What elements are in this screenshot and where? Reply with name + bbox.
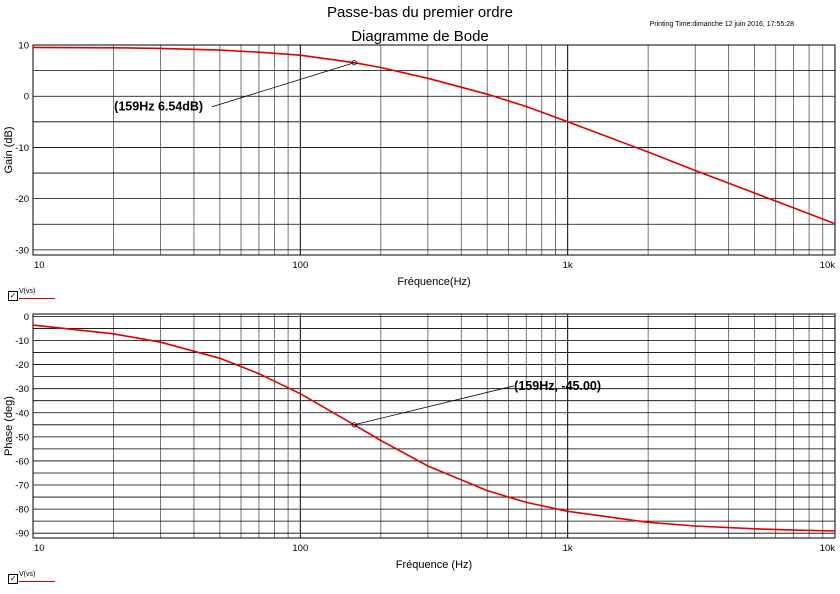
y-tick-label: -50 bbox=[15, 432, 29, 443]
y-tick-label: 0 bbox=[24, 92, 29, 103]
chart-subtitle: Diagramme de Bode bbox=[351, 28, 489, 45]
annotation-label: (159Hz 6.54dB) bbox=[114, 100, 203, 114]
series-line-v-vs- bbox=[32, 324, 836, 532]
x-tick-label: 100 bbox=[292, 260, 308, 271]
y-tick-label: -20 bbox=[15, 360, 29, 371]
legend-swatch bbox=[19, 581, 55, 582]
x-tick-label: 10 bbox=[34, 543, 45, 554]
legend-checkbox[interactable]: ✓ bbox=[8, 574, 18, 584]
phase-legend[interactable]: ✓ V(vs) bbox=[8, 571, 55, 584]
annotation-marker bbox=[351, 60, 357, 66]
gain-legend[interactable]: ✓ V(vs) bbox=[8, 288, 55, 301]
y-tick-label: -10 bbox=[15, 143, 29, 154]
y-tick-label: -10 bbox=[15, 336, 29, 347]
x-tick-label: 10 bbox=[34, 260, 45, 271]
x-tick-label: 1k bbox=[563, 543, 573, 554]
annotation-label: (159Hz, -45.00) bbox=[514, 379, 601, 393]
legend-series-name: V(vs) bbox=[19, 571, 36, 578]
x-tick-label: 1k bbox=[563, 260, 573, 271]
plot-frame bbox=[32, 44, 836, 256]
y-tick-label: -20 bbox=[15, 194, 29, 205]
x-axis-label: Fréquence (Hz) bbox=[396, 559, 472, 571]
y-axis-label: Phase (deg) bbox=[3, 396, 15, 456]
legend-swatch bbox=[19, 298, 55, 299]
annotation-leader bbox=[354, 385, 515, 426]
x-tick-label: 10k bbox=[820, 260, 836, 271]
y-tick-label: -60 bbox=[15, 456, 29, 467]
plot-frame bbox=[32, 313, 836, 539]
legend-series-name: V(vs) bbox=[19, 288, 36, 295]
chart-title: Passe-bas du premier ordre bbox=[327, 4, 513, 21]
x-tick-label: 10k bbox=[820, 543, 836, 554]
y-tick-label: -70 bbox=[15, 481, 29, 492]
phase-plot: 0 -10 -20 -30 -40 -50 -60 -70 -80 -90 10 100 1k 10k Fr… bbox=[3, 312, 836, 571]
annotation-leader bbox=[212, 62, 355, 108]
x-tick-label: 100 bbox=[292, 543, 308, 554]
y-axis-label: Gain (dB) bbox=[3, 126, 15, 173]
printing-time: Printing Time:dimanche 12 juin 2016, 17:… bbox=[649, 21, 794, 28]
legend-checkbox[interactable]: ✓ bbox=[8, 291, 18, 301]
annotation-marker bbox=[351, 422, 357, 428]
y-tick-label: -90 bbox=[15, 529, 29, 540]
y-tick-label: -40 bbox=[15, 408, 29, 419]
series-line-v-vs- bbox=[32, 46, 836, 225]
y-tick-label: -30 bbox=[15, 384, 29, 395]
y-tick-label: 10 bbox=[18, 41, 29, 52]
y-tick-label: 0 bbox=[24, 312, 29, 323]
x-axis-label: Fréquence(Hz) bbox=[397, 276, 470, 288]
y-tick-label: -80 bbox=[15, 505, 29, 516]
y-tick-label: -30 bbox=[15, 245, 29, 256]
